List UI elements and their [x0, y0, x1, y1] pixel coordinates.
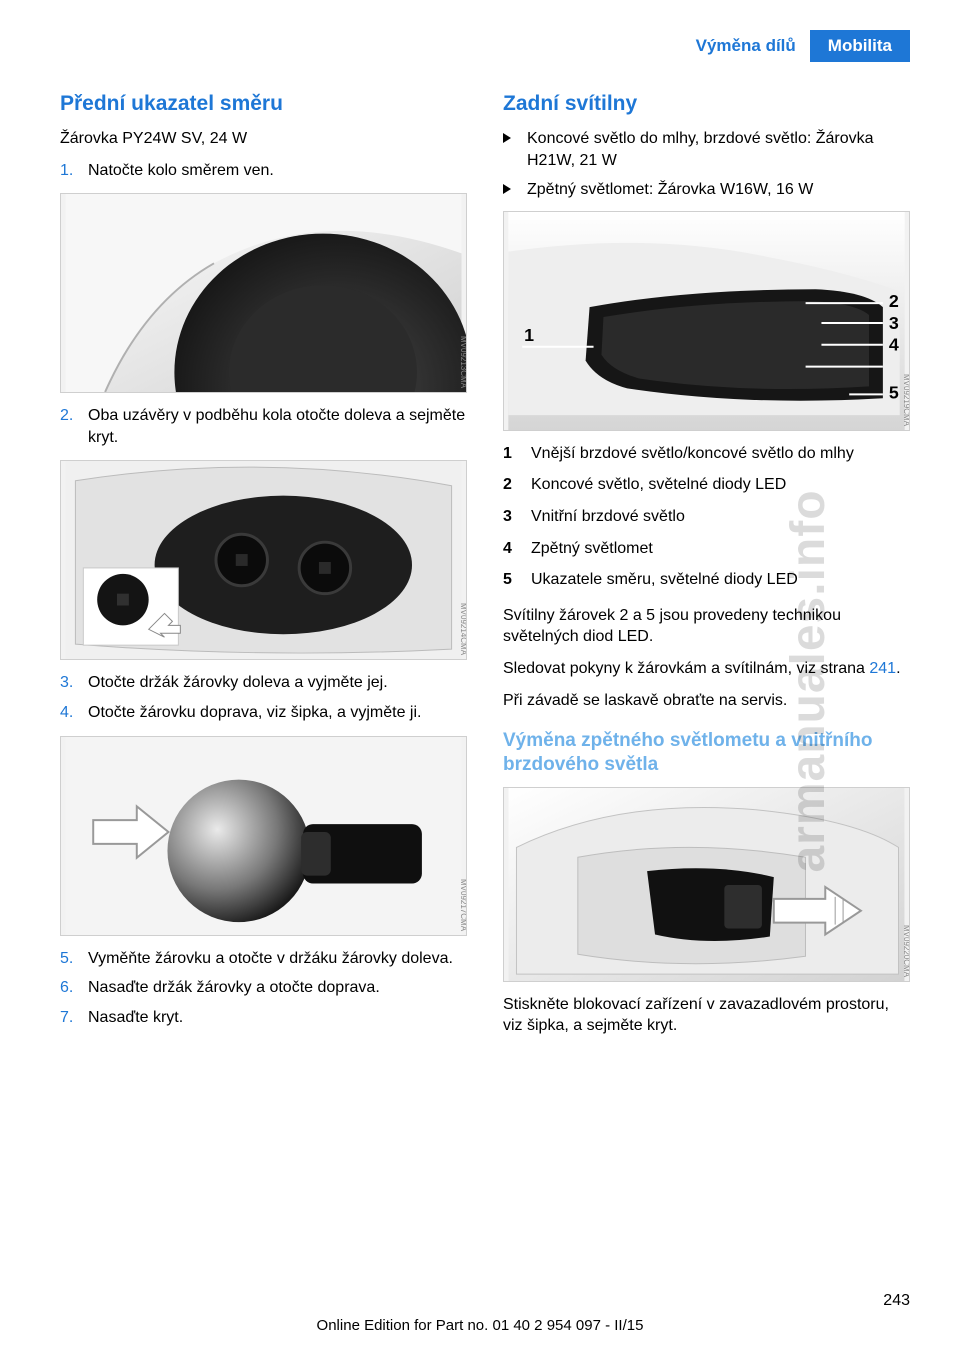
figure-id: MV09219CMA — [902, 374, 910, 426]
step-2: 2. Oba uzávěry v podběhu kola otočte dol… — [60, 405, 467, 448]
step-text: Otočte žárovku doprava, viz šipka, a vy­… — [88, 702, 421, 724]
steps-list: 2. Oba uzávěry v podběhu kola otočte dol… — [60, 405, 467, 448]
paragraph-cross-ref: Sledovat pokyny k žárovkám a svítilnám, … — [503, 658, 910, 680]
step-text: Oba uzávěry v podběhu kola otočte doleva… — [88, 405, 467, 448]
list-text: Koncové světlo do mlhy, brzdové světlo: … — [527, 128, 910, 171]
figure-id: MV09214CMA — [459, 603, 467, 655]
legend-key: 4 — [503, 538, 531, 560]
sub-heading-reverse-brake: Výměna zpětného světlometu a vnitřního b… — [503, 729, 910, 777]
left-column: Přední ukazatel směru Žárovka PY24W SV, … — [60, 92, 467, 1047]
page-container: Výměna dílů Mobilita Přední ukazatel smě… — [0, 0, 960, 1362]
trunk-cover-illustration — [504, 788, 909, 981]
step-4: 4. Otočte žárovku doprava, viz šipka, a … — [60, 702, 467, 724]
list-text: Zpětný světlomet: Žárovka W16W, 16 W — [527, 179, 813, 201]
callout-2: 2 — [889, 291, 899, 311]
callout-1: 1 — [524, 325, 534, 345]
figure-wheel-liner-caps: MV09214CMA — [60, 460, 467, 660]
heading-rear-lights: Zadní svítilny — [503, 92, 910, 116]
step-text: Nasaďte kryt. — [88, 1007, 183, 1029]
legend-key: 1 — [503, 443, 531, 465]
legend-key: 5 — [503, 569, 531, 591]
list-item: Koncové světlo do mlhy, brzdové světlo: … — [503, 128, 910, 171]
legend-row: 2 Koncové světlo, světelné diody LED — [503, 474, 910, 496]
legend-text: Zpětný světlomet — [531, 538, 653, 560]
step-text: Otočte držák žárovky doleva a vyjměte je… — [88, 672, 388, 694]
step-3: 3. Otočte držák žárovky doleva a vyjměte… — [60, 672, 467, 694]
step-text: Nasaďte držák žárovky a otočte doprava. — [88, 977, 380, 999]
content-columns: Přední ukazatel směru Žárovka PY24W SV, … — [60, 92, 910, 1047]
bulb-holder-illustration — [61, 737, 466, 935]
step-number: 5. — [60, 948, 88, 970]
legend-text: Ukazatele směru, světelné diody LED — [531, 569, 798, 591]
liner-caps-illustration — [61, 461, 466, 659]
steps-list: 1. Natočte kolo směrem ven. — [60, 160, 467, 182]
step-text: Natočte kolo směrem ven. — [88, 160, 274, 182]
figure-wheel-arch: MV09213CMA — [60, 193, 467, 393]
text-after-ref: . — [896, 660, 900, 677]
breadcrumb: Výměna dílů Mobilita — [682, 30, 910, 62]
bulb-spec-front: Žárovka PY24W SV, 24 W — [60, 128, 467, 150]
wheel-arch-illustration — [61, 194, 466, 392]
figure-trunk-cover: MV09220CMA — [503, 787, 910, 982]
heading-front-turn-signal: Přední ukazatel směru — [60, 92, 467, 116]
breadcrumb-section: Výměna dílů — [682, 30, 810, 62]
step-7: 7. Nasaďte kryt. — [60, 1007, 467, 1029]
step-number: 2. — [60, 405, 88, 448]
legend-row: 4 Zpětný světlomet — [503, 538, 910, 560]
legend-row: 1 Vnější brzdové světlo/koncové světlo d… — [503, 443, 910, 465]
triangle-bullet-icon — [503, 128, 527, 171]
list-item: Zpětný světlomet: Žárovka W16W, 16 W — [503, 179, 910, 201]
callout-legend: 1 Vnější brzdové světlo/koncové světlo d… — [503, 443, 910, 591]
callout-4: 4 — [889, 335, 899, 355]
legend-key: 3 — [503, 506, 531, 528]
text-before-ref: Sledovat pokyny k žárovkám a svítilnám, … — [503, 660, 869, 677]
step-number: 7. — [60, 1007, 88, 1029]
page-number: 243 — [883, 1292, 910, 1310]
step-number: 4. — [60, 702, 88, 724]
tail-light-illustration: 1 2 3 4 5 — [504, 212, 909, 430]
callout-5: 5 — [889, 382, 899, 402]
figure-tail-light-callouts: 1 2 3 4 5 MV09219CMA — [503, 211, 910, 431]
legend-key: 2 — [503, 474, 531, 496]
step-1: 1. Natočte kolo směrem ven. — [60, 160, 467, 182]
figure-id: MV09217CMA — [459, 879, 467, 931]
paragraph-service-note: Při závadě se laskavě obraťte na servis. — [503, 690, 910, 712]
bulb-spec-list: Koncové světlo do mlhy, brzdové světlo: … — [503, 128, 910, 201]
legend-row: 5 Ukazatele směru, světelné diody LED — [503, 569, 910, 591]
figure-id: MV09213CMA — [459, 336, 467, 388]
breadcrumb-chapter: Mobilita — [810, 30, 910, 62]
step-text: Vyměňte žárovku a otočte v držáku žárovk… — [88, 948, 453, 970]
page-cross-reference[interactable]: 241 — [869, 660, 896, 677]
legend-row: 3 Vnitřní brzdové světlo — [503, 506, 910, 528]
callout-3: 3 — [889, 313, 899, 333]
triangle-bullet-icon — [503, 179, 527, 201]
header-bar: Výměna dílů Mobilita — [60, 30, 910, 62]
legend-text: Koncové světlo, světelné diody LED — [531, 474, 786, 496]
step-number: 3. — [60, 672, 88, 694]
legend-text: Vnější brzdové světlo/koncové světlo do … — [531, 443, 854, 465]
step-5: 5. Vyměňte žárovku a otočte v držáku žár… — [60, 948, 467, 970]
footer-edition-line: Online Edition for Part no. 01 40 2 954 … — [0, 1317, 960, 1334]
figure-id: MV09220CMA — [902, 925, 910, 977]
steps-list: 3. Otočte držák žárovky doleva a vyjměte… — [60, 672, 467, 723]
step-number: 1. — [60, 160, 88, 182]
figure-bulb-holder: MV09217CMA — [60, 736, 467, 936]
right-column: Zadní svítilny Koncové světlo do mlhy, b… — [503, 92, 910, 1047]
paragraph-remove-cover: Stiskněte blokovací zařízení v zavazadlo… — [503, 994, 910, 1037]
steps-list: 5. Vyměňte žárovku a otočte v držáku žár… — [60, 948, 467, 1029]
step-number: 6. — [60, 977, 88, 999]
paragraph-led-note: Svítilny žárovek 2 a 5 jsou provedeny te… — [503, 605, 910, 648]
step-6: 6. Nasaďte držák žárovky a otočte doprav… — [60, 977, 467, 999]
legend-text: Vnitřní brzdové světlo — [531, 506, 685, 528]
